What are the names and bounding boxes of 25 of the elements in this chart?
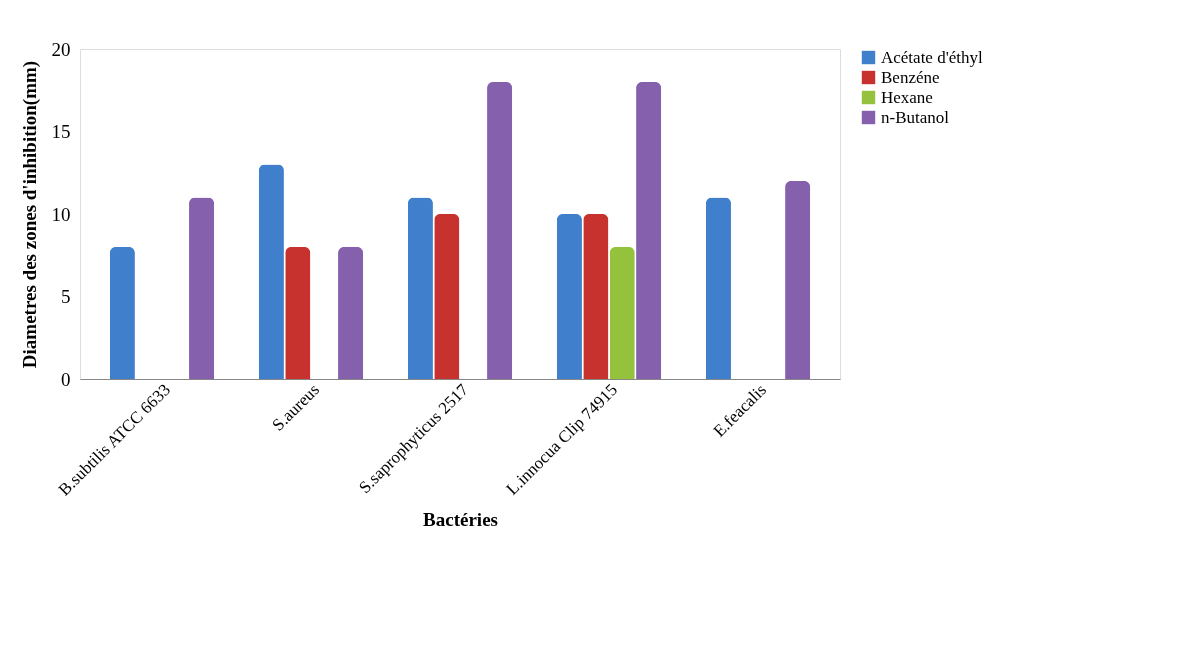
- bar: [434, 214, 460, 379]
- bar: [705, 197, 731, 379]
- bar: [109, 247, 135, 379]
- bar: [609, 247, 635, 379]
- y-tick-label: 10: [51, 203, 71, 225]
- bar: [189, 197, 215, 379]
- bar: [785, 181, 811, 379]
- bar: [487, 82, 513, 379]
- y-tick-label: 15: [51, 121, 71, 142]
- y-tick-label: 0: [61, 368, 71, 390]
- y-axis-title: Diametres des zones d'inhibition(mm): [18, 60, 41, 369]
- bar: [407, 197, 433, 379]
- legend-label: Benzéne: [881, 67, 940, 87]
- bar: [583, 214, 609, 379]
- bar: [636, 82, 662, 379]
- bar: [258, 164, 284, 379]
- legend-label: Acétate d'éthyl: [881, 47, 983, 67]
- y-tick-label: 20: [51, 38, 71, 60]
- bar: [285, 247, 311, 379]
- bar: [556, 214, 582, 379]
- bar: [338, 247, 364, 379]
- legend-label: Hexane: [881, 87, 933, 107]
- legend-label: n-Butanol: [881, 107, 950, 127]
- y-tick-label: 5: [61, 286, 71, 307]
- x-axis-title: Bactéries: [423, 509, 498, 531]
